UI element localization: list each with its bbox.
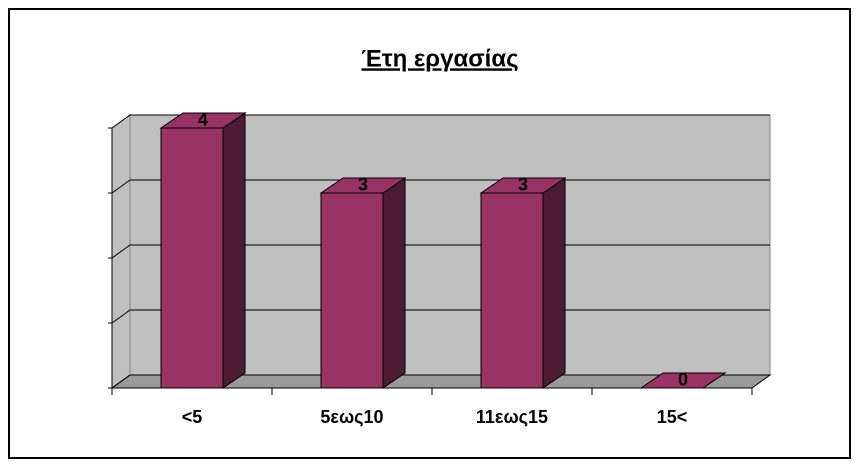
bar-side: [542, 177, 566, 389]
grid-line: [108, 309, 770, 324]
bar-side: [222, 112, 246, 389]
x-tick-label: 5εως10: [320, 407, 383, 427]
x-tick-label: 11εως15: [476, 407, 548, 427]
data-label: 0: [678, 369, 688, 389]
chart-title: Έτη εργασίας: [361, 45, 518, 72]
grid-line: [108, 374, 770, 389]
data-label: 3: [358, 174, 368, 194]
bar: [320, 192, 384, 389]
grid-line: [108, 114, 770, 129]
bar: [480, 192, 544, 389]
grid-line: [108, 244, 770, 259]
bar-side: [382, 177, 406, 389]
bar-top: [639, 372, 727, 389]
data-label: 3: [518, 174, 528, 194]
x-tick-label: <5: [182, 407, 203, 427]
x-tick-label: 15<: [657, 407, 688, 427]
bar: [160, 127, 224, 389]
data-label: 4: [198, 109, 208, 129]
grid-line: [108, 179, 770, 194]
